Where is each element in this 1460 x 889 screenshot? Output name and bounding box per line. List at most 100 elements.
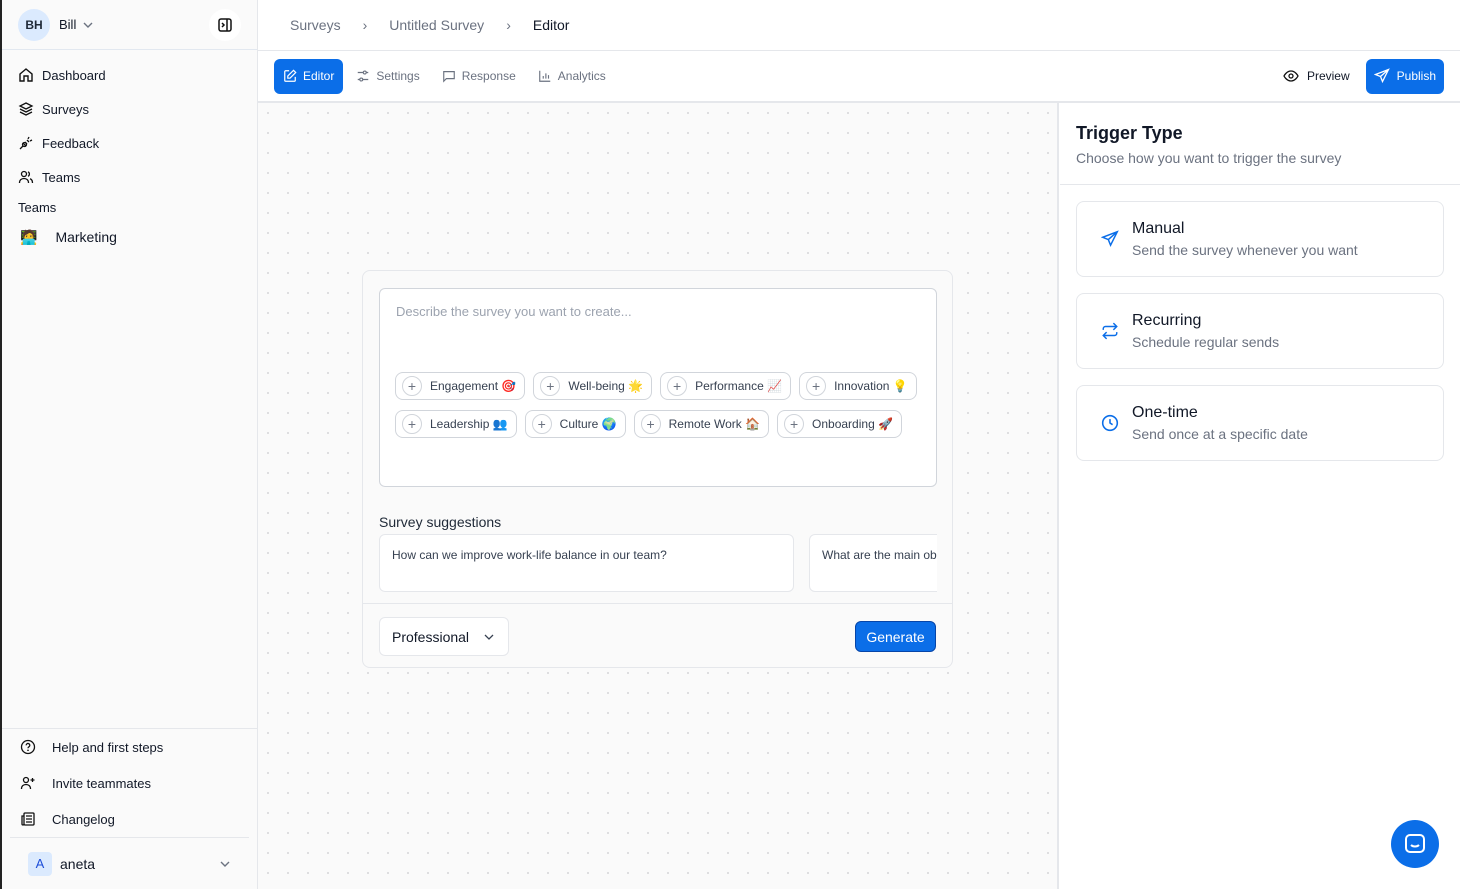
plus-icon: + xyxy=(806,376,827,396)
tone-value: Professional xyxy=(392,628,470,645)
sidebar-item-label: Feedback xyxy=(42,135,100,151)
chevron-down-icon xyxy=(484,634,494,640)
edit-icon xyxy=(284,69,297,82)
repeat-icon xyxy=(1102,322,1118,340)
collapse-sidebar-button[interactable] xyxy=(209,8,241,41)
trigger-panel: Trigger Type Choose how you want to trig… xyxy=(1060,103,1460,889)
generate-button[interactable]: Generate xyxy=(855,621,936,652)
account-name: aneta xyxy=(60,855,96,872)
chip-label: Culture 🌍 xyxy=(559,417,617,431)
layers-icon xyxy=(18,102,34,116)
changelog-link[interactable]: Changelog xyxy=(2,801,257,837)
trigger-option-manual[interactable]: Manual Send the survey whenever you want xyxy=(1076,201,1444,277)
plus-icon: + xyxy=(640,414,661,434)
clock-icon xyxy=(1101,414,1119,432)
tab-editor[interactable]: Editor xyxy=(274,58,344,94)
prompt-placeholder: Describe the survey you want to create..… xyxy=(396,304,632,319)
chip-label: Engagement 🎯 xyxy=(430,379,517,393)
topic-chip[interactable]: + Culture 🌍 xyxy=(524,410,626,438)
sidebar-item-feedback[interactable]: Feedback xyxy=(2,126,257,160)
user-plus-icon xyxy=(20,776,35,790)
topic-chip[interactable]: + Well-being 🌟 xyxy=(533,372,653,400)
chat-icon xyxy=(1405,834,1425,853)
breadcrumb-surveys[interactable]: Surveys xyxy=(290,17,341,33)
tab-label: Response xyxy=(461,69,516,83)
chevron-down-icon xyxy=(220,861,230,867)
breadcrumb-survey[interactable]: Untitled Survey xyxy=(389,17,485,33)
topic-chip[interactable]: + Leadership 👥 xyxy=(395,410,517,438)
chevron-right-icon: › xyxy=(362,17,368,33)
invite-label: Invite teammates xyxy=(52,775,151,791)
publish-label: Publish xyxy=(1396,69,1436,83)
topic-chip[interactable]: + Remote Work 🏠 xyxy=(633,410,770,438)
changelog-label: Changelog xyxy=(52,811,115,827)
teams-heading: Teams xyxy=(18,200,57,215)
chip-label: Well-being 🌟 xyxy=(568,379,644,393)
suggestion-card[interactable]: What are the main ob xyxy=(809,534,937,592)
option-title: Manual xyxy=(1132,220,1185,237)
tab-settings[interactable]: Settings xyxy=(347,59,428,94)
option-title: Recurring xyxy=(1132,312,1202,329)
chat-support-button[interactable] xyxy=(1391,820,1439,868)
avatar[interactable]: BH xyxy=(18,8,50,41)
tab-analytics[interactable]: Analytics xyxy=(529,59,615,94)
chevron-down-icon[interactable] xyxy=(82,19,94,31)
chip-label: Performance 📈 xyxy=(695,379,783,393)
suggestions-heading: Survey suggestions xyxy=(379,514,502,530)
tab-response[interactable]: Response xyxy=(433,59,525,94)
user-name[interactable]: Bill xyxy=(59,17,77,32)
chip-label: Remote Work 🏠 xyxy=(668,417,761,431)
trigger-option-recurring[interactable]: Recurring Schedule regular sends xyxy=(1076,293,1444,369)
help-link[interactable]: Help and first steps xyxy=(2,729,257,765)
survey-prompt-input[interactable]: Describe the survey you want to create..… xyxy=(379,288,937,487)
tab-label: Analytics xyxy=(557,69,606,83)
sidebar-item-label: Surveys xyxy=(42,101,89,117)
sidebar-item-surveys[interactable]: Surveys xyxy=(2,92,257,126)
editor-canvas: Describe the survey you want to create..… xyxy=(258,103,1059,889)
preview-button[interactable]: Preview xyxy=(1277,68,1356,84)
chip-label: Onboarding 🚀 xyxy=(812,417,894,431)
plus-icon: + xyxy=(784,414,805,434)
sidebar: BH Bill Dashboard Surveys Feedback Teams… xyxy=(0,0,258,889)
plug-icon xyxy=(19,136,33,150)
sidebar-toggle-icon xyxy=(218,17,232,32)
newspaper-icon xyxy=(21,812,35,826)
user-header: BH Bill xyxy=(2,0,257,50)
bar-chart-icon xyxy=(538,70,551,82)
trigger-option-one-time[interactable]: One-time Send once at a specific date xyxy=(1076,385,1444,461)
sidebar-item-dashboard[interactable]: Dashboard xyxy=(2,58,257,92)
topic-chip[interactable]: + Engagement 🎯 xyxy=(395,372,526,400)
chip-label: Innovation 💡 xyxy=(834,379,908,393)
toolbar: Editor Settings Response Analytics Previ… xyxy=(258,51,1460,103)
send-icon xyxy=(1101,230,1119,247)
eye-icon xyxy=(1283,70,1299,82)
users-icon xyxy=(18,170,34,184)
preview-label: Preview xyxy=(1306,69,1350,83)
plus-icon: + xyxy=(540,376,561,396)
breadcrumb: Surveys › Untitled Survey › Editor xyxy=(258,0,1460,51)
option-desc: Send the survey whenever you want xyxy=(1132,242,1358,258)
topic-chip[interactable]: + Performance 📈 xyxy=(660,372,792,400)
sidebar-item-label: Dashboard xyxy=(42,67,106,83)
team-emoji: 🧑‍💻 xyxy=(20,228,38,245)
sidebar-item-teams[interactable]: Teams xyxy=(2,160,257,194)
chevron-right-icon: › xyxy=(506,17,511,33)
option-desc: Send once at a specific date xyxy=(1132,426,1308,442)
team-label: Marketing xyxy=(55,229,117,245)
topic-chip[interactable]: + Onboarding 🚀 xyxy=(777,410,903,438)
topic-chip[interactable]: + Innovation 💡 xyxy=(799,372,917,400)
plus-icon: + xyxy=(402,414,422,434)
team-item-marketing[interactable]: 🧑‍💻 Marketing xyxy=(2,221,257,253)
option-title: One-time xyxy=(1132,404,1198,421)
suggestions-carousel: How can we improve work-life balance in … xyxy=(379,534,937,592)
tone-select[interactable]: Professional xyxy=(379,617,509,656)
plus-icon: + xyxy=(531,414,552,434)
panel-subtitle: Choose how you want to trigger the surve… xyxy=(1076,150,1342,166)
option-desc: Schedule regular sends xyxy=(1132,334,1280,350)
publish-button[interactable]: Publish xyxy=(1365,58,1444,94)
message-square-icon xyxy=(442,71,455,83)
suggestion-card[interactable]: How can we improve work-life balance in … xyxy=(379,534,794,592)
help-circle-icon xyxy=(20,739,36,755)
invite-teammates-link[interactable]: Invite teammates xyxy=(2,765,257,801)
